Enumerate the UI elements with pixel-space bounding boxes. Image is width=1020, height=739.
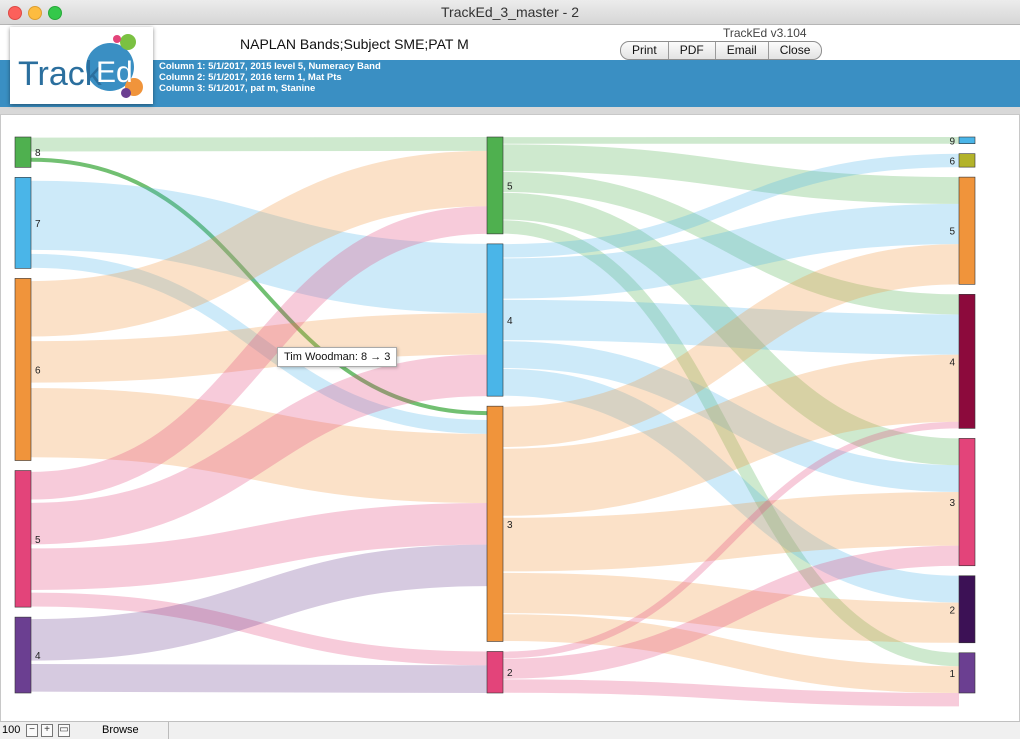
sankey-node-label: 6 (949, 156, 955, 167)
sankey-node-col3-5[interactable] (959, 177, 975, 284)
sankey-node-label: 6 (35, 365, 41, 376)
svg-text:Ed: Ed (96, 56, 133, 89)
sankey-node-col1-4[interactable] (15, 617, 31, 693)
email-button[interactable]: Email (716, 42, 769, 59)
sankey-node-label: 7 (35, 219, 41, 230)
sankey-node-col1-6[interactable] (15, 278, 31, 460)
mode-label[interactable]: Browse (102, 724, 139, 736)
link-tooltip: Tim Woodman: 8 → 3 (277, 347, 397, 367)
layout-toggle-icon[interactable]: ▭ (58, 724, 70, 737)
sankey-node-label: 3 (949, 498, 955, 509)
status-divider (168, 722, 169, 739)
sankey-node-col1-8[interactable] (15, 137, 31, 167)
sankey-node-label: 5 (507, 181, 513, 192)
tracked-logo-graphic: Track Ed (10, 27, 153, 104)
sankey-node-label: 4 (35, 651, 41, 662)
column-info-band (0, 60, 1020, 107)
status-bar: 100 − + ▭ Browse (0, 721, 1020, 739)
zoom-in-icon[interactable]: + (41, 724, 53, 737)
column-1-info: Column 1: 5/1/2017, 2015 level 5, Numera… (159, 61, 381, 72)
sankey-node-label: 2 (949, 605, 955, 616)
close-button[interactable]: Close (769, 42, 822, 59)
print-button[interactable]: Print (621, 42, 669, 59)
window-title: TrackEd_3_master - 2 (0, 0, 1020, 24)
sankey-link[interactable] (31, 144, 487, 145)
zoom-out-icon[interactable]: − (26, 724, 38, 737)
report-title: NAPLAN Bands;Subject SME;PAT M (240, 36, 469, 52)
logo-text: Track (18, 55, 103, 93)
sankey-node-col2-4[interactable] (487, 244, 503, 396)
sankey-node-col2-5[interactable] (487, 137, 503, 234)
sankey-node-col3-3[interactable] (959, 438, 975, 565)
column-2-info: Column 2: 5/1/2017, 2016 term 1, Mat Pts (159, 72, 381, 83)
app-version: TrackEd v3.104 (723, 26, 807, 40)
sankey-chart-area: 8 7 6 5 4 5 4 3 2 9 6 5 4 3 2 1 Tim Woodman: 8 → 3 (0, 114, 1020, 722)
sankey-chart: 8 7 6 5 4 5 4 3 2 9 6 5 4 3 2 1 (1, 115, 1019, 721)
sankey-node-label: 5 (35, 535, 41, 546)
sankey-node-col3-6[interactable] (959, 154, 975, 167)
sankey-link[interactable] (31, 678, 487, 679)
sankey-node-col1-5[interactable] (15, 471, 31, 608)
sankey-node-col3-1[interactable] (959, 653, 975, 693)
sankey-node-col1-7[interactable] (15, 177, 31, 268)
zoom-level[interactable]: 100 (2, 724, 20, 736)
sankey-node-label: 8 (35, 148, 41, 159)
sankey-node-label: 2 (507, 668, 513, 679)
sankey-node-label: 4 (507, 316, 513, 327)
sankey-node-col3-4[interactable] (959, 294, 975, 428)
sankey-node-col2-2[interactable] (487, 651, 503, 693)
column-3-info: Column 3: 5/1/2017, pat m, Stanine (159, 83, 381, 94)
tracked-logo: Track Ed (10, 27, 153, 104)
report-header: Track Ed NAPLAN Bands;Subject SME;PAT M … (0, 25, 1020, 107)
sankey-node-label: 4 (949, 357, 955, 368)
sankey-node-label: 1 (949, 669, 955, 680)
sankey-node-label: 9 (949, 136, 955, 147)
sankey-node-col3-9[interactable] (959, 137, 975, 144)
window-titlebar: TrackEd_3_master - 2 (0, 0, 1020, 25)
sankey-node-label: 5 (949, 227, 955, 238)
sankey-node-col3-2[interactable] (959, 576, 975, 643)
sankey-node-label: 3 (507, 520, 513, 531)
pdf-button[interactable]: PDF (669, 42, 716, 59)
sankey-node-col2-3[interactable] (487, 406, 503, 641)
report-action-buttons: Print PDF Email Close (620, 41, 822, 60)
column-info: Column 1: 5/1/2017, 2015 level 5, Numera… (159, 61, 381, 94)
